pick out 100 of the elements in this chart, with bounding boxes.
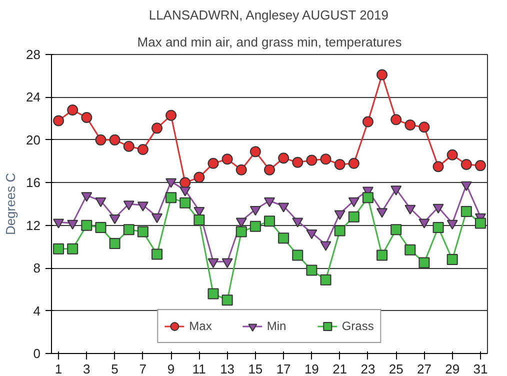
point [67, 243, 78, 254]
point [109, 214, 120, 224]
point [278, 232, 290, 244]
x-tick-label: 15 [248, 362, 263, 376]
point [264, 197, 275, 208]
point [180, 177, 191, 188]
point [222, 154, 233, 165]
point [404, 119, 416, 130]
point [109, 238, 120, 250]
point [67, 220, 78, 230]
point [81, 112, 92, 123]
x-tick-label: 27 [416, 362, 432, 376]
legend-label: Grass [342, 319, 374, 333]
point [250, 146, 261, 158]
point [460, 181, 472, 192]
legend-label: Min [266, 319, 287, 333]
point [418, 257, 430, 268]
y-tick-label: 0 [33, 346, 41, 361]
point [137, 144, 148, 156]
point [208, 288, 219, 300]
point [376, 250, 388, 261]
point [362, 116, 374, 128]
point [53, 243, 64, 254]
y-axis-title: Degrees C [3, 172, 18, 236]
point [151, 122, 162, 134]
point [348, 211, 360, 222]
y-tick-label: 4 [33, 303, 41, 318]
point [194, 214, 205, 226]
chart-subtitle: Max and min air, and grass min, temperatures [137, 34, 402, 50]
point [278, 152, 290, 164]
point [278, 202, 290, 212]
point [418, 218, 430, 228]
x-tick-label: 3 [83, 362, 90, 376]
point [390, 224, 402, 236]
point [362, 192, 374, 204]
point [460, 159, 472, 170]
point [137, 226, 148, 238]
x-tick-label: 1 [54, 362, 62, 376]
x-tick-label: 19 [304, 362, 319, 376]
y-tick-label: 8 [33, 260, 41, 276]
point [123, 224, 134, 236]
point [166, 110, 177, 121]
point [390, 186, 402, 196]
point [306, 264, 318, 276]
point [151, 248, 162, 260]
point [474, 160, 486, 172]
legend-label: Max [189, 319, 212, 333]
x-tick-label: 9 [167, 362, 175, 376]
point [81, 192, 92, 202]
point [151, 213, 162, 224]
x-tick-label: 31 [473, 362, 488, 376]
y-tick-label: 28 [26, 47, 41, 62]
point [208, 258, 219, 268]
point [250, 220, 261, 232]
point [390, 114, 402, 126]
point [334, 225, 346, 236]
point [166, 192, 177, 204]
point [67, 104, 78, 116]
point [81, 220, 92, 231]
point [320, 274, 332, 286]
point [376, 208, 388, 218]
x-tick-label: 5 [111, 362, 118, 376]
point [222, 294, 233, 306]
x-tick-label: 21 [332, 362, 348, 376]
point [432, 222, 444, 233]
y-tick-label: 20 [26, 132, 41, 148]
point [236, 218, 247, 228]
point [292, 218, 304, 228]
point [334, 210, 346, 220]
point [404, 204, 416, 215]
point [348, 197, 360, 208]
point [137, 202, 148, 212]
point [264, 216, 275, 227]
y-tick-label: 12 [26, 218, 41, 233]
point [236, 226, 247, 238]
point [474, 218, 486, 229]
point [250, 206, 261, 216]
point [222, 258, 233, 268]
point [376, 69, 388, 80]
point [292, 250, 304, 261]
point [194, 172, 205, 183]
x-tick-label: 25 [388, 362, 404, 376]
point [320, 154, 332, 165]
point [334, 159, 346, 170]
point [95, 222, 106, 233]
x-tick-label: 13 [220, 362, 235, 376]
point [180, 186, 191, 196]
point [292, 156, 304, 168]
point [53, 218, 64, 228]
point [180, 197, 191, 208]
point [306, 154, 318, 166]
x-tick-label: 11 [192, 362, 206, 376]
point [95, 134, 106, 146]
y-tick-label: 16 [26, 175, 41, 190]
point [460, 206, 472, 217]
point [236, 164, 247, 176]
point [306, 229, 318, 240]
point [348, 158, 360, 169]
point [95, 197, 106, 208]
x-tick-label: 17 [276, 362, 291, 376]
